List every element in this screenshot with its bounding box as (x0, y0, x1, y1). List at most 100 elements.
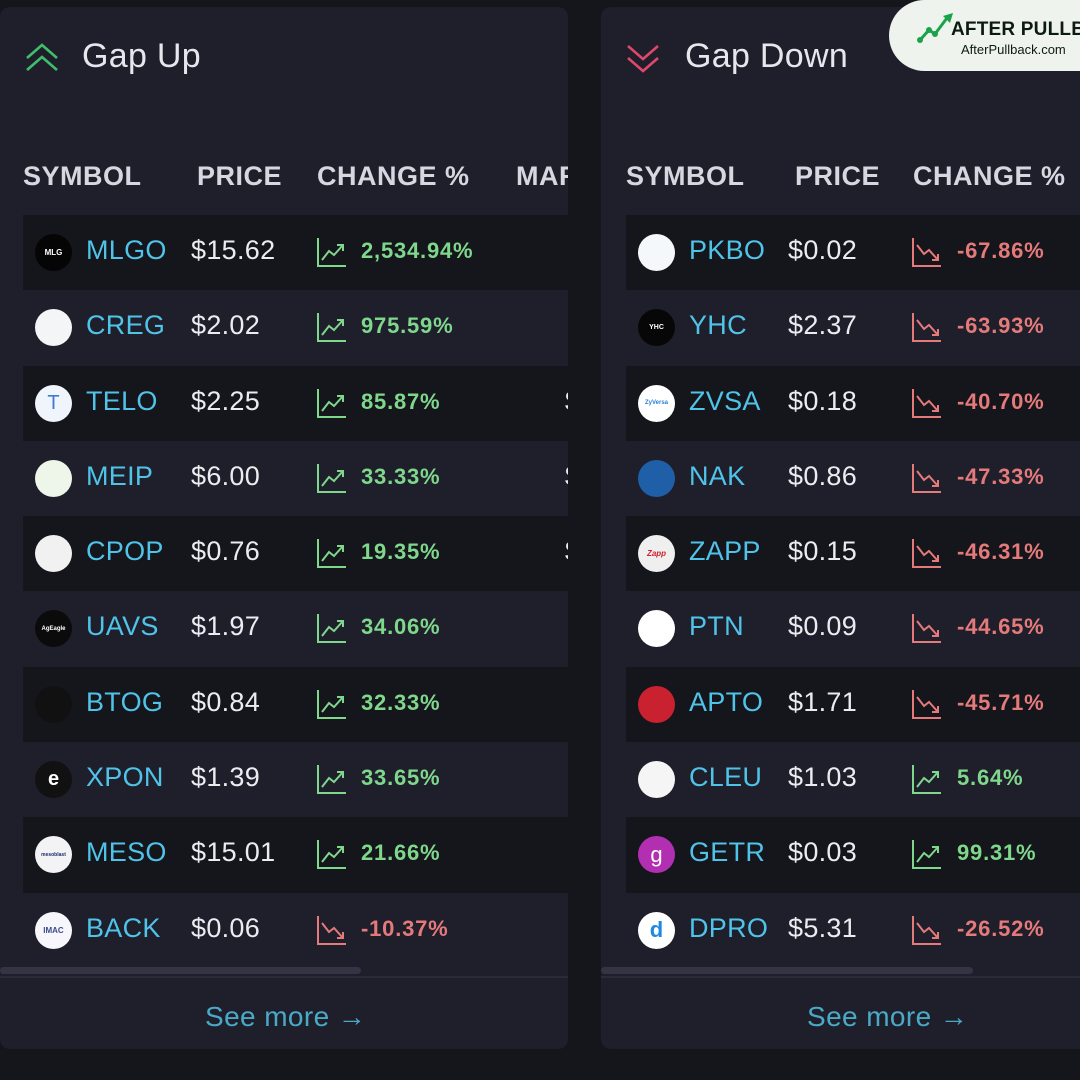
price-value: $1.71 (788, 686, 858, 717)
company-logo-icon: ZyVersa (638, 384, 675, 422)
table-row[interactable]: YHC YHC $2.37 -63.93% (626, 290, 1080, 366)
symbol-link[interactable]: BACK (86, 912, 161, 943)
market-column-header[interactable]: MAR (516, 161, 568, 191)
company-logo-icon (638, 610, 675, 648)
horizontal-scrollbar[interactable] (601, 967, 973, 974)
table-row[interactable]: NAK $0.86 -47.33% (626, 440, 1080, 517)
change-value: 33.65% (361, 765, 441, 791)
change-value: 32.33% (361, 689, 441, 715)
gap-down-panel: Gap Down SYMBOL PRICE CHANGE % PKBO $0.02… (601, 7, 1080, 1049)
table-row[interactable]: IMAC BACK $0.06 -10.37% (23, 892, 568, 968)
table-row[interactable]: MLG MLGO $15.62 2,534.94% (23, 215, 568, 291)
trend-up-icon (317, 539, 346, 569)
symbol-link[interactable]: UAVS (86, 611, 159, 642)
change-value: 5.64% (957, 765, 1024, 791)
symbol-link[interactable]: PKBO (689, 235, 766, 265)
company-logo-icon: d (638, 911, 675, 949)
table-row[interactable]: BTOG $0.84 32.33% (23, 666, 568, 743)
symbol-link[interactable]: PTN (689, 611, 744, 642)
company-logo-icon (35, 459, 72, 497)
trend-up-icon (317, 765, 346, 795)
symbol-link[interactable]: NAK (689, 460, 746, 491)
change-column-header[interactable]: CHANGE % (913, 161, 1066, 191)
trend-up-icon (317, 614, 346, 644)
price-value: $0.06 (191, 912, 261, 943)
symbol-link[interactable]: MEIP (86, 460, 154, 491)
symbol-link[interactable]: XPON (86, 762, 164, 793)
change-value: -44.65% (957, 614, 1045, 640)
symbol-link[interactable]: ZVSA (689, 385, 761, 416)
company-logo-icon (35, 685, 72, 723)
table-row[interactable]: APTO $1.71 -45.71% (626, 666, 1080, 743)
change-value: -47.33% (957, 463, 1045, 489)
trend-down-icon (912, 313, 941, 343)
price-value: $0.18 (788, 385, 858, 416)
gap-down-table: PKBO $0.02 -67.86% YHC YHC $2.37 -63.93% ZyVers… (626, 215, 1080, 968)
trend-down-icon (317, 915, 346, 945)
table-row[interactable]: CREG $2.02 975.59% (23, 290, 568, 366)
symbol-link[interactable]: APTO (689, 686, 764, 717)
price-value: $0.86 (788, 460, 858, 491)
change-value: -40.70% (957, 388, 1045, 414)
symbol-link[interactable]: GETR (689, 837, 766, 868)
company-logo-icon: g (638, 836, 675, 874)
symbol-link[interactable]: DPRO (689, 912, 769, 943)
trend-up-icon (317, 463, 346, 493)
brand-name: AFTER PULLBACK (951, 19, 1080, 40)
company-logo-icon: IMAC (35, 911, 72, 949)
change-value: 85.87% (361, 388, 441, 414)
table-row[interactable]: d DPRO $5.31 -26.52% (626, 892, 1080, 968)
panel-divider (601, 976, 1080, 978)
table-row[interactable]: e XPON $1.39 33.65% (23, 742, 568, 818)
brand-badge: AFTER PULLBACK AfterPullback.com (889, 0, 1080, 71)
change-column-header[interactable]: CHANGE % (317, 161, 470, 191)
table-row[interactable]: CPOP $0.76 19.35% S (23, 516, 568, 592)
see-more-link[interactable]: See more → (205, 1001, 367, 1032)
market-value: S (564, 461, 568, 492)
symbol-link[interactable]: BTOG (86, 686, 164, 717)
table-row[interactable]: MEIP $6.00 33.33% S (23, 440, 568, 517)
symbol-column-header[interactable]: SYMBOL (23, 161, 142, 191)
price-value: $1.03 (788, 762, 858, 793)
symbol-link[interactable]: CLEU (689, 762, 763, 793)
symbol-link[interactable]: ZAPP (689, 536, 761, 567)
table-row[interactable]: PTN $0.09 -44.65% (626, 591, 1080, 667)
horizontal-scrollbar[interactable] (0, 967, 361, 974)
trend-up-icon (317, 388, 346, 418)
see-more-link[interactable]: See more → (807, 1001, 969, 1032)
table-row[interactable]: mesoblast MESO $15.01 21.66% (23, 817, 568, 893)
price-value: $0.84 (191, 686, 261, 717)
table-row[interactable]: g GETR $0.03 99.31% (626, 817, 1080, 893)
table-row[interactable]: CLEU $1.03 5.64% (626, 742, 1080, 818)
symbol-link[interactable]: TELO (86, 385, 158, 416)
price-column-header[interactable]: PRICE (197, 161, 283, 191)
company-logo-icon: mesoblast (35, 836, 72, 874)
change-value: 33.33% (361, 463, 441, 489)
trend-down-icon (912, 539, 941, 569)
change-value: 99.31% (957, 840, 1037, 866)
price-value: $15.01 (191, 837, 276, 868)
table-row[interactable]: PKBO $0.02 -67.86% (626, 215, 1080, 291)
price-value: $2.25 (191, 385, 261, 416)
price-value: $15.62 (191, 235, 276, 265)
table-row[interactable]: T TELO $2.25 85.87% S (23, 365, 568, 441)
symbol-link[interactable]: MESO (86, 837, 167, 868)
table-row[interactable]: ZyVersa ZVSA $0.18 -40.70% (626, 365, 1080, 441)
company-logo-icon (35, 535, 72, 573)
gap-up-table: MLG MLGO $15.62 2,534.94% CREG $2.02 975.59% T T… (23, 215, 568, 968)
table-row[interactable]: AgEagle UAVS $1.97 34.06% (23, 591, 568, 667)
symbol-link[interactable]: YHC (689, 310, 747, 341)
symbol-link[interactable]: MLGO (86, 235, 167, 265)
trend-line-icon (917, 13, 953, 43)
gap-down-title: Gap Down (685, 37, 849, 75)
symbol-column-header[interactable]: SYMBOL (626, 161, 745, 191)
price-column-header[interactable]: PRICE (795, 161, 881, 191)
symbol-link[interactable]: CREG (86, 310, 166, 341)
change-value: 34.06% (361, 614, 441, 640)
change-value: -67.86% (957, 238, 1045, 263)
company-logo-icon: YHC (638, 309, 675, 347)
change-value: -46.31% (957, 539, 1045, 565)
table-row[interactable]: Zapp ZAPP $0.15 -46.31% (626, 516, 1080, 592)
symbol-link[interactable]: CPOP (86, 536, 164, 567)
company-logo-icon: MLG (35, 234, 72, 271)
